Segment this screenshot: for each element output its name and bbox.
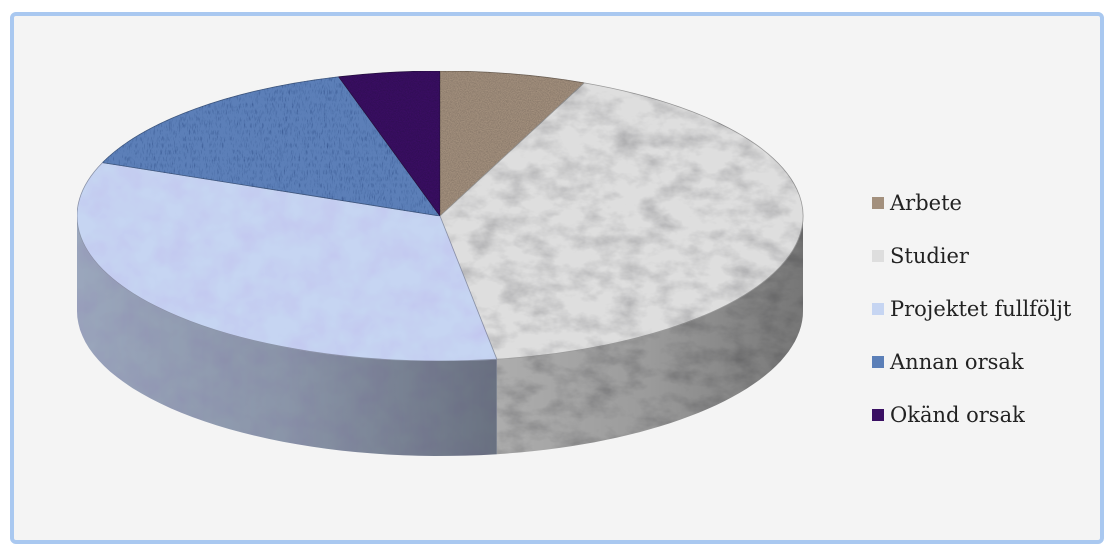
legend-item-arbete: Arbete [872,176,1111,229]
pie-chart [76,70,804,456]
legend: Arbete Studier Projektet fullföljt Annan or… [872,176,1111,441]
legend-swatch-studier [872,249,884,262]
pie-slice-projektet-fullf-ljt [76,162,498,362]
legend-swatch-arbete [872,196,884,209]
pie-side-shade-projektet-fullf-ljt [77,216,497,456]
legend-swatch-annan-orsak [872,355,884,368]
legend-label-arbete: Arbete [890,190,962,215]
chart-frame: Arbete Studier Projektet fullföljt Annan or… [10,12,1104,544]
legend-label-ok-nd-orsak: Okänd orsak [890,402,1025,427]
pie-slice-annan-orsak [101,76,441,217]
legend-label-projektet-fullf-ljt: Projektet fullföljt [890,296,1072,321]
legend-item-annan-orsak: Annan orsak [872,335,1111,388]
pie-slice-studier [439,82,804,360]
pie-side-shade-studier [496,216,803,455]
legend-item-studier: Studier [872,229,1111,282]
legend-label-annan-orsak: Annan orsak [890,349,1024,374]
legend-item-projektet-fullf-ljt: Projektet fullföljt [872,282,1111,335]
pie-slice-arbete [439,70,586,217]
legend-swatch-ok-nd-orsak [872,408,884,421]
legend-swatch-projektet-fullf-ljt [872,302,884,315]
legend-label-studier: Studier [890,243,969,268]
pie-slice-ok-nd-orsak [337,70,441,218]
legend-item-ok-nd-orsak: Okänd orsak [872,388,1111,441]
